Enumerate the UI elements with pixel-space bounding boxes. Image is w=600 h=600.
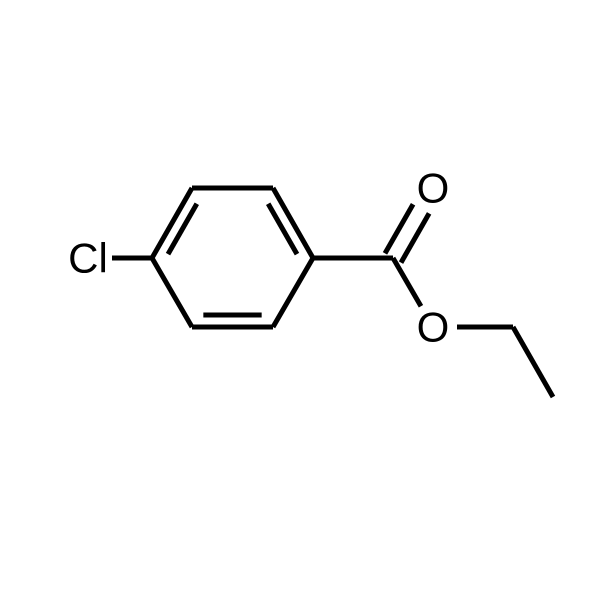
o-atom-label: O	[417, 304, 450, 351]
molecule-diagram: Cl O O	[0, 0, 600, 600]
o-atom-label: O	[417, 165, 450, 212]
cl-atom-label: Cl	[68, 235, 108, 282]
